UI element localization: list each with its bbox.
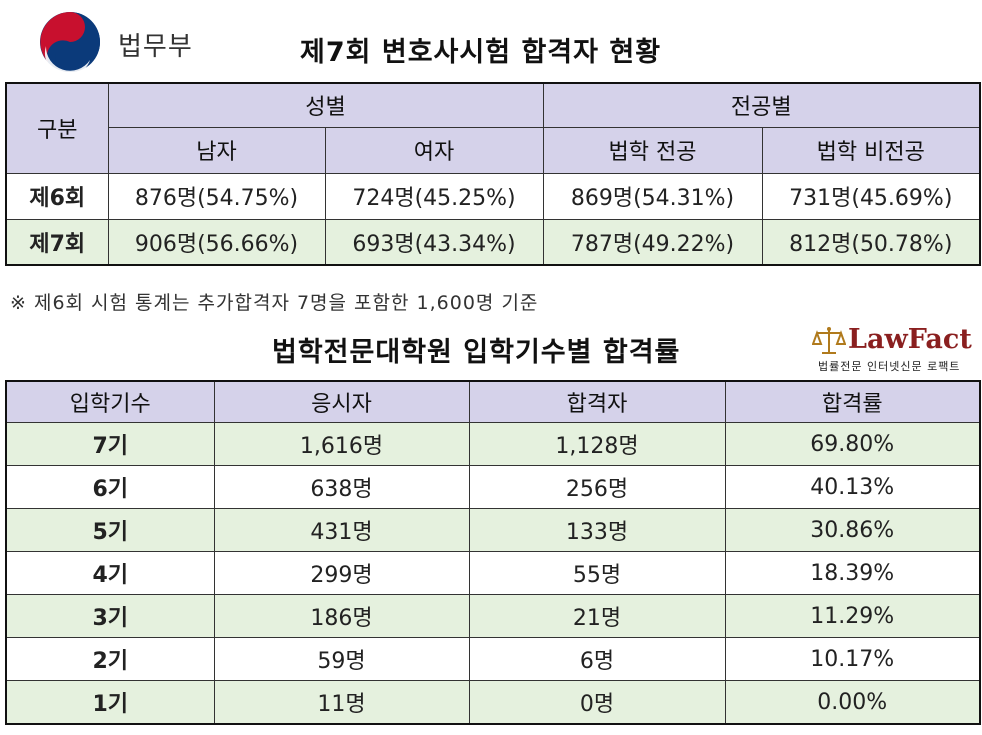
table-cell: 6명 xyxy=(468,637,726,681)
table-cell: 186명 xyxy=(213,594,470,638)
col-header-cohort: 입학기수 xyxy=(5,380,215,423)
table-row: 7기 1,616명 1,128명 69.80% xyxy=(5,422,981,466)
cohort-cell: 2기 xyxy=(5,637,215,681)
cohort-cell: 5기 xyxy=(5,508,215,552)
col-header-passers: 합격자 xyxy=(468,380,726,423)
row-label: 제6회 xyxy=(5,172,109,220)
ministry-name: 법무부 xyxy=(118,32,193,62)
table-row: 2기 59명 6명 10.17% xyxy=(5,637,981,681)
table-cell: 876명(54.75%) xyxy=(107,172,326,220)
table1-corner: 구분 xyxy=(5,82,109,174)
lawfact-subtitle: 법률전문 인터넷신문 로팩트 xyxy=(818,360,961,373)
cohort-cell: 6기 xyxy=(5,465,215,509)
table-cell: 693명(43.34%) xyxy=(324,218,544,266)
table-cell: 10.17% xyxy=(724,637,981,681)
col-header-non-law-major: 법학 비전공 xyxy=(761,126,981,174)
cohort-cell: 7기 xyxy=(5,422,215,466)
table-cell: 256명 xyxy=(468,465,726,509)
cohort-cell: 1기 xyxy=(5,680,215,725)
table-cell: 1,616명 xyxy=(213,422,470,466)
table-cell: 133명 xyxy=(468,508,726,552)
table-cell: 0명 xyxy=(468,680,726,725)
col-header-law-major: 법학 전공 xyxy=(542,126,763,174)
group-header-major: 전공별 xyxy=(542,82,981,128)
footnote: ※ 제6회 시험 통계는 추가합격자 7명을 포함한 1,600명 기준 xyxy=(10,292,539,314)
col-header-male: 남자 xyxy=(107,126,326,174)
table-row: 1기 11명 0명 0.00% xyxy=(5,680,981,725)
table-cell: 18.39% xyxy=(724,551,981,595)
col-header-pass-rate: 합격률 xyxy=(724,380,981,423)
col-header-female: 여자 xyxy=(324,126,544,174)
cohort-cell: 4기 xyxy=(5,551,215,595)
table-cell: 1,128명 xyxy=(468,422,726,466)
table-cell: 906명(56.66%) xyxy=(107,218,326,266)
lawfact-wordmark: LawFact xyxy=(848,324,972,355)
table-cell: 40.13% xyxy=(724,465,981,509)
table-cell: 55명 xyxy=(468,551,726,595)
pass-rate-table: 입학기수 응시자 합격자 합격률 7기 1,616명 1,128명 69.80%… xyxy=(5,380,981,725)
table-cell: 21명 xyxy=(468,594,726,638)
table-cell: 731명(45.69%) xyxy=(761,172,981,220)
col-header-applicants: 응시자 xyxy=(213,380,470,423)
table-cell: 30.86% xyxy=(724,508,981,552)
table-row: 5기 431명 133명 30.86% xyxy=(5,508,981,552)
table-cell: 11.29% xyxy=(724,594,981,638)
scales-of-justice-icon xyxy=(812,327,846,354)
page-header: 법무부 제7회 변호사시험 합격자 현황 xyxy=(0,0,982,80)
table-cell: 59명 xyxy=(213,637,470,681)
table-row: 제7회 906명(56.66%) 693명(43.34%) 787명(49.22… xyxy=(5,218,981,266)
page-title: 제7회 변호사시험 합격자 현황 xyxy=(300,37,662,68)
table-row: 6기 638명 256명 40.13% xyxy=(5,465,981,509)
table-cell: 11명 xyxy=(213,680,470,725)
row-label: 제7회 xyxy=(5,218,109,266)
table-cell: 724명(45.25%) xyxy=(324,172,544,220)
table-cell: 787명(49.22%) xyxy=(542,218,763,266)
section-title: 법학전문대학원 입학기수별 합격률 xyxy=(272,337,681,368)
table-cell: 69.80% xyxy=(724,422,981,466)
lawfact-logo: LawFact 법률전문 인터넷신문 로팩트 xyxy=(812,324,980,374)
table-cell: 0.00% xyxy=(724,680,981,725)
table-cell: 431명 xyxy=(213,508,470,552)
government-emblem-icon xyxy=(40,12,100,74)
table-row: 제6회 876명(54.75%) 724명(45.25%) 869명(54.31… xyxy=(5,172,981,220)
table-row: 3기 186명 21명 11.29% xyxy=(5,594,981,638)
table-cell: 299명 xyxy=(213,551,470,595)
result-table: 구분 성별 전공별 남자 여자 법학 전공 법학 비전공 제6회 876명(54… xyxy=(5,82,982,266)
header-row: 입학기수 응시자 합격자 합격률 xyxy=(5,380,981,423)
table-row: 4기 299명 55명 18.39% xyxy=(5,551,981,595)
table-cell: 812명(50.78%) xyxy=(761,218,981,266)
cohort-cell: 3기 xyxy=(5,594,215,638)
group-header-gender: 성별 xyxy=(107,82,544,128)
table-cell: 869명(54.31%) xyxy=(542,172,763,220)
table-cell: 638명 xyxy=(213,465,470,509)
